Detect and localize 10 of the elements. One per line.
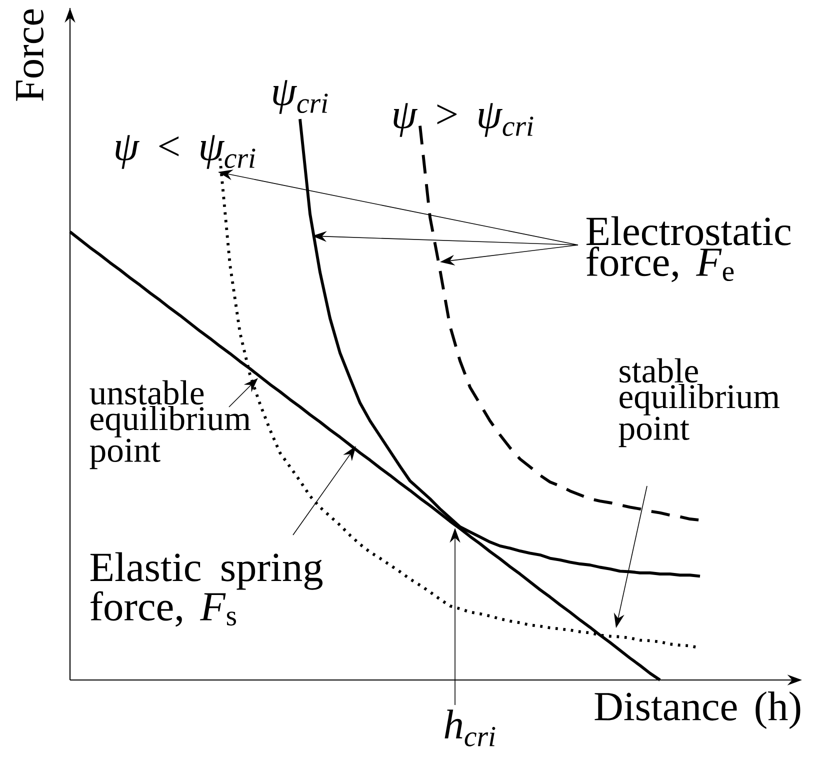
- y-axis-title: Force: [16, 9, 44, 101]
- annotation: Electrostatic force, F$_{e}$: [586, 216, 791, 282]
- series-label: ψ < ψ$_{cri}$: [116, 135, 256, 169]
- annotation: stable equilibrium point: [618, 358, 780, 448]
- annotation: Elastic spring force, F$_{s}$: [90, 552, 323, 627]
- series-label: ψ > ψ$_{cri}$: [394, 103, 534, 137]
- x-axis-title: Distance (h): [594, 691, 800, 729]
- text: h$_{cri}$: [444, 710, 496, 746]
- series-label: ψ$_{cri}$: [273, 80, 328, 114]
- annotation: unstable equilibrium point: [90, 380, 251, 470]
